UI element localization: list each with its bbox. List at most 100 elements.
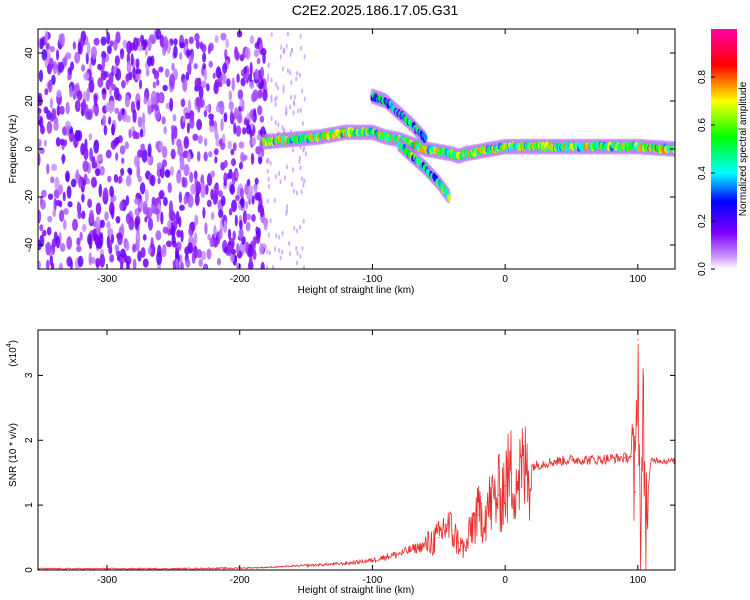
noise-cell — [72, 218, 78, 231]
noise-cell — [146, 56, 153, 67]
noise-cell — [243, 66, 248, 74]
noise-cell — [293, 225, 296, 231]
noise-cell — [170, 165, 174, 176]
noise-cell — [158, 93, 164, 103]
noise-cell — [120, 168, 125, 176]
noise-cell — [260, 48, 267, 56]
snr-y-scale-factor: (x104) — [6, 340, 19, 367]
noise-cell — [171, 211, 176, 222]
noise-cell — [299, 165, 302, 171]
noise-cell — [281, 230, 284, 236]
noise-cell — [186, 63, 192, 74]
noise-cell — [74, 99, 81, 112]
noise-cell — [160, 211, 164, 225]
noise-cell — [179, 42, 186, 49]
noise-cell — [81, 193, 85, 203]
noise-cell — [173, 125, 178, 140]
noise-cell — [267, 184, 270, 190]
noise-cell — [295, 70, 298, 76]
noise-cell — [167, 182, 172, 194]
y-tick-label: -20 — [24, 189, 35, 204]
noise-cell — [153, 208, 160, 215]
noise-cell — [80, 142, 86, 156]
noise-cell — [277, 122, 280, 128]
noise-cell — [108, 116, 112, 126]
noise-cell — [156, 251, 163, 266]
noise-cell — [55, 199, 61, 207]
noise-cell — [178, 191, 183, 204]
noise-cell — [120, 53, 124, 60]
noise-cell — [120, 260, 124, 269]
noise-cell — [302, 265, 305, 269]
noise-cell — [249, 62, 253, 76]
noise-cell — [161, 146, 168, 159]
noise-cell — [225, 38, 229, 49]
noise-cell — [113, 174, 118, 183]
noise-cell — [69, 85, 73, 98]
noise-cell — [187, 99, 192, 113]
snr-lines — [38, 339, 675, 570]
noise-cell — [142, 234, 147, 241]
noise-cell — [147, 246, 152, 255]
noise-cell — [178, 216, 182, 228]
noise-cell — [256, 57, 261, 65]
noise-cell — [268, 250, 271, 256]
y-tick-label: 2 — [24, 437, 35, 443]
snr-point — [504, 485, 506, 487]
noise-cell — [115, 136, 120, 145]
noise-cell — [135, 68, 142, 75]
snr-point — [398, 553, 400, 555]
noise-cell — [270, 32, 273, 38]
noise-cell — [86, 41, 91, 56]
noise-cell — [77, 255, 84, 268]
snr-point — [265, 566, 267, 569]
noise-cell — [102, 187, 109, 201]
noise-cell — [114, 244, 120, 252]
noise-cell — [158, 66, 164, 73]
noise-cell — [157, 177, 161, 185]
noise-cell — [104, 211, 109, 221]
noise-cell — [236, 262, 242, 269]
noise-cell — [227, 140, 232, 150]
noise-cell — [289, 52, 292, 58]
noise-cell — [274, 246, 277, 252]
noise-cell — [187, 242, 193, 254]
snr-point — [623, 457, 626, 459]
colorbar-tick-label: 0.6 — [697, 118, 708, 132]
noise-cell — [134, 197, 140, 205]
noise-cell — [228, 90, 233, 101]
noise-cell — [290, 80, 293, 86]
noise-cell — [55, 235, 61, 249]
x-tick-label: 100 — [629, 575, 646, 586]
colorbar-tick-label: 0.4 — [697, 166, 708, 180]
noise-cell — [246, 179, 251, 187]
noise-cell — [198, 85, 204, 100]
noise-cell — [74, 84, 79, 94]
snr-point — [497, 494, 500, 497]
noise-cell — [192, 133, 199, 141]
snr-point — [630, 455, 632, 458]
noise-cell — [289, 251, 292, 257]
noise-cell — [218, 228, 223, 240]
noise-cell — [212, 72, 216, 79]
noise-cell — [179, 204, 185, 211]
noise-cell — [296, 260, 299, 266]
snr-point — [657, 459, 659, 461]
noise-cell — [206, 199, 212, 208]
noise-cell — [165, 240, 173, 248]
noise-cell — [42, 229, 47, 237]
noise-cell — [286, 204, 289, 210]
spectrogram-x-ticks: -300 -200 -100 0 100 — [97, 29, 647, 285]
noise-cell — [213, 225, 217, 239]
noise-cell — [99, 165, 105, 176]
noise-cell — [302, 218, 305, 224]
noise-cell — [51, 74, 56, 86]
noise-cell — [56, 89, 62, 98]
noise-cell — [274, 96, 277, 102]
noise-cell — [38, 69, 44, 82]
snr-point — [557, 460, 559, 462]
noise-cell — [63, 139, 68, 147]
noise-cell — [167, 219, 172, 230]
noise-cell — [209, 237, 215, 248]
noise-cell — [257, 81, 264, 90]
